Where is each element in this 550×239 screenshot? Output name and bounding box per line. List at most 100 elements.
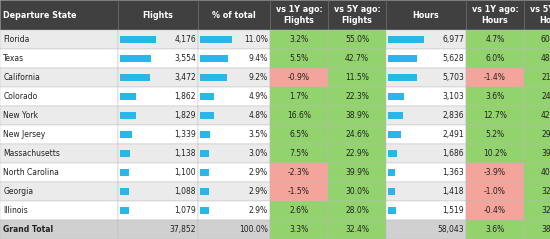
Text: 3.2%: 3.2%: [289, 35, 309, 44]
Text: 3.6%: 3.6%: [485, 92, 505, 101]
Text: 24.6%: 24.6%: [345, 130, 369, 139]
Bar: [200, 188, 208, 195]
Bar: [118, 163, 198, 182]
Text: 21.5%: 21.5%: [541, 73, 550, 82]
Bar: [386, 182, 466, 201]
Bar: [524, 144, 550, 163]
Text: 100.0%: 100.0%: [239, 225, 268, 234]
Text: 2,836: 2,836: [442, 111, 464, 120]
Text: Texas: Texas: [3, 54, 24, 63]
Bar: [118, 30, 198, 49]
Text: 10.2%: 10.2%: [483, 149, 507, 158]
Bar: [0, 106, 118, 125]
Bar: [118, 68, 198, 87]
Bar: [198, 0, 270, 30]
Bar: [328, 30, 386, 49]
Bar: [328, 163, 386, 182]
Bar: [270, 144, 328, 163]
Text: 9.4%: 9.4%: [249, 54, 268, 63]
Text: 3,554: 3,554: [174, 54, 196, 63]
Bar: [0, 201, 118, 220]
Text: 1,829: 1,829: [174, 111, 196, 120]
Text: 2.6%: 2.6%: [289, 206, 309, 215]
Bar: [524, 125, 550, 144]
Bar: [386, 163, 466, 182]
Text: -3.9%: -3.9%: [484, 168, 506, 177]
Bar: [328, 68, 386, 87]
Bar: [386, 49, 466, 68]
Bar: [386, 220, 466, 239]
Bar: [328, 106, 386, 125]
Bar: [386, 144, 466, 163]
Text: 16.6%: 16.6%: [287, 111, 311, 120]
Bar: [0, 87, 118, 106]
Bar: [0, 0, 118, 30]
Text: 3.0%: 3.0%: [249, 149, 268, 158]
Text: % of total: % of total: [212, 11, 256, 20]
Text: 1,686: 1,686: [442, 149, 464, 158]
Text: Illinois: Illinois: [3, 206, 28, 215]
Bar: [120, 74, 150, 81]
Text: 7.5%: 7.5%: [289, 149, 309, 158]
Text: Georgia: Georgia: [3, 187, 34, 196]
Bar: [270, 106, 328, 125]
Text: 55.0%: 55.0%: [345, 35, 369, 44]
Bar: [388, 169, 395, 176]
Bar: [466, 163, 524, 182]
Text: vs 1Y ago:
Flights: vs 1Y ago: Flights: [276, 5, 322, 25]
Bar: [200, 207, 208, 214]
Text: 11.0%: 11.0%: [244, 35, 268, 44]
Bar: [0, 182, 118, 201]
Text: 28.0%: 28.0%: [345, 206, 369, 215]
Text: 60.9%: 60.9%: [541, 35, 550, 44]
Text: Departure State: Departure State: [3, 11, 76, 20]
Text: 40.2%: 40.2%: [541, 168, 550, 177]
Bar: [198, 106, 270, 125]
Bar: [388, 150, 397, 157]
Bar: [386, 125, 466, 144]
Bar: [120, 93, 136, 100]
Text: 3.6%: 3.6%: [485, 225, 505, 234]
Text: 1.7%: 1.7%: [289, 92, 309, 101]
Bar: [120, 150, 130, 157]
Text: 5.5%: 5.5%: [289, 54, 309, 63]
Bar: [524, 106, 550, 125]
Bar: [328, 0, 386, 30]
Bar: [328, 201, 386, 220]
Bar: [524, 220, 550, 239]
Bar: [466, 125, 524, 144]
Bar: [328, 220, 386, 239]
Text: 48.4%: 48.4%: [541, 54, 550, 63]
Text: vs 5Y ago:
Hours: vs 5Y ago: Hours: [530, 5, 550, 25]
Text: 12.7%: 12.7%: [483, 111, 507, 120]
Bar: [386, 0, 466, 30]
Bar: [524, 87, 550, 106]
Bar: [270, 30, 328, 49]
Bar: [200, 112, 214, 119]
Text: 22.9%: 22.9%: [345, 149, 369, 158]
Text: Colorado: Colorado: [3, 92, 37, 101]
Text: 42.7%: 42.7%: [345, 54, 369, 63]
Text: 37,852: 37,852: [169, 225, 196, 234]
Bar: [270, 125, 328, 144]
Bar: [0, 144, 118, 163]
Bar: [388, 36, 424, 43]
Text: 32.4%: 32.4%: [541, 206, 550, 215]
Bar: [466, 106, 524, 125]
Bar: [524, 68, 550, 87]
Text: 2.9%: 2.9%: [249, 206, 268, 215]
Text: Grand Total: Grand Total: [3, 225, 53, 234]
Bar: [466, 182, 524, 201]
Bar: [118, 220, 198, 239]
Bar: [270, 0, 328, 30]
Bar: [0, 220, 118, 239]
Bar: [118, 49, 198, 68]
Text: 5,628: 5,628: [442, 54, 464, 63]
Text: Flights: Flights: [142, 11, 173, 20]
Text: 9.2%: 9.2%: [249, 73, 268, 82]
Text: 11.5%: 11.5%: [345, 73, 369, 82]
Bar: [120, 131, 131, 138]
Bar: [118, 0, 198, 30]
Text: New York: New York: [3, 111, 38, 120]
Text: Florida: Florida: [3, 35, 30, 44]
